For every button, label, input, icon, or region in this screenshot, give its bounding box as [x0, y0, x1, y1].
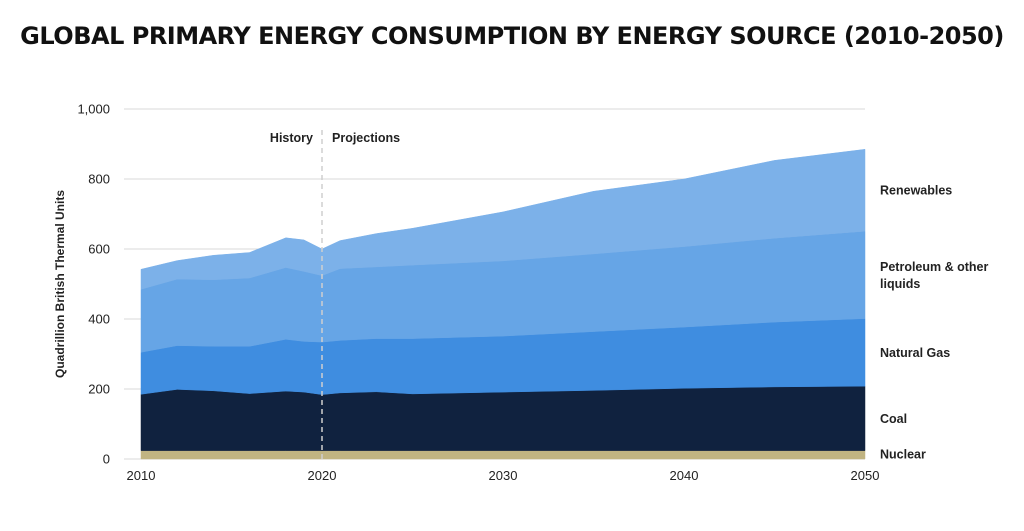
chart-title: GLOBAL PRIMARY ENERGY CONSUMPTION BY ENE…	[20, 22, 1004, 50]
area-nuclear	[140, 450, 866, 460]
legend-coal: Coal	[880, 412, 907, 426]
legend-petroleum-other-liquids: Petroleum & other liquids	[880, 260, 988, 291]
x-tick-label: 2050	[851, 468, 880, 483]
y-axis-title: Quadrillion British Thermal Units	[53, 190, 67, 378]
legend-natural-gas: Natural Gas	[880, 346, 950, 360]
area-renewables	[140, 149, 866, 290]
y-tick-label: 0	[103, 452, 110, 467]
y-tick-label: 1,000	[77, 102, 110, 117]
y-tick-label: 800	[88, 172, 110, 187]
legend: Nuclear Coal Natural Gas Petroleum & other l…	[880, 184, 988, 462]
x-tick-label: 2030	[489, 468, 518, 483]
y-tick-label: 600	[88, 242, 110, 257]
area-coal	[140, 385, 866, 451]
legend-renewables: Renewables	[880, 184, 952, 198]
projections-label: Projections	[332, 131, 400, 145]
y-tick-label: 200	[88, 382, 110, 397]
history-label: History	[270, 131, 313, 145]
axis-ticks: 0 200 400 600 800 1,000 2010 2020 2030 2040 2050	[77, 102, 879, 484]
x-tick-label: 2010	[127, 468, 156, 483]
x-tick-label: 2020	[308, 468, 337, 483]
x-tick-label: 2040	[670, 468, 699, 483]
legend-nuclear: Nuclear	[880, 448, 926, 462]
stacked-areas	[140, 149, 866, 460]
y-tick-label: 400	[88, 312, 110, 327]
